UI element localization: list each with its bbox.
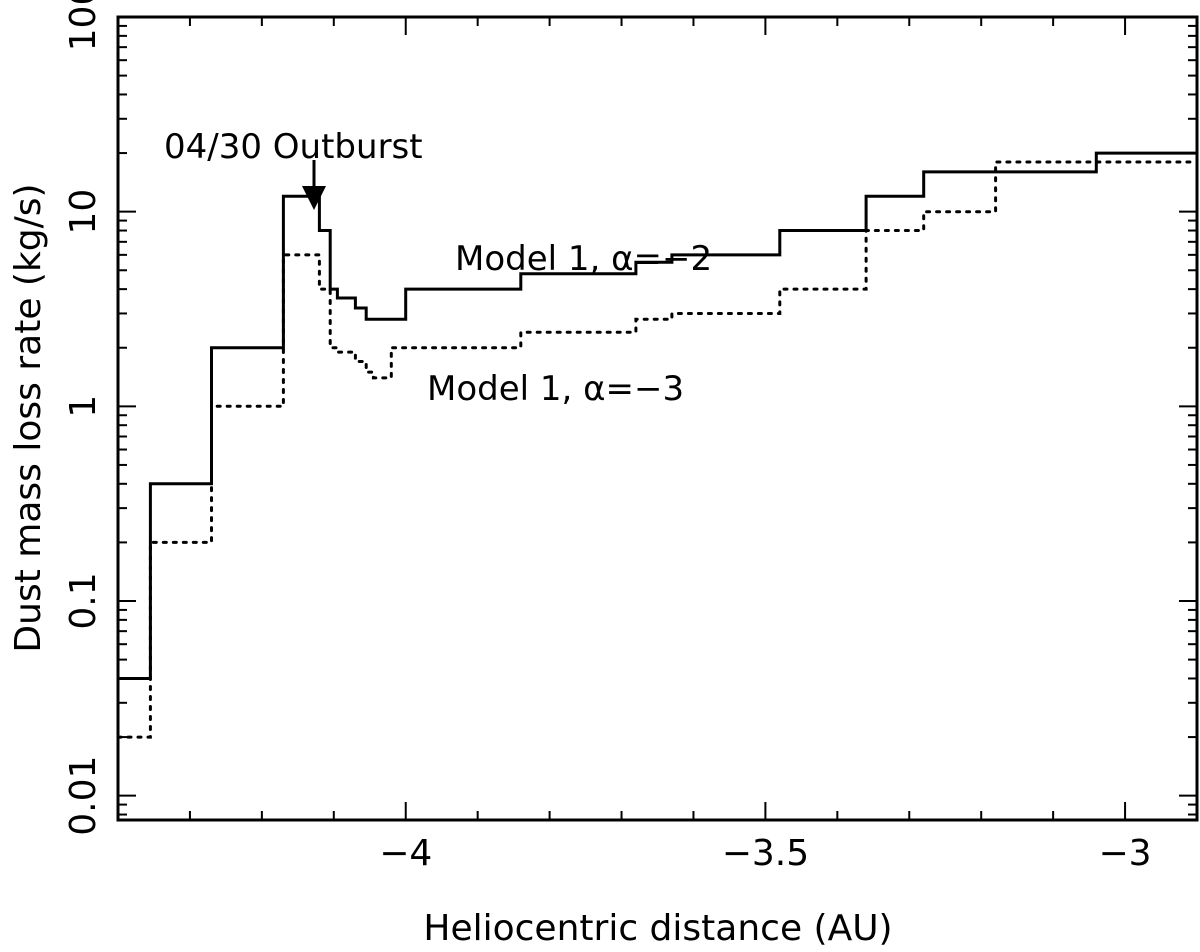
x-tick-label: −4 bbox=[379, 833, 432, 874]
y-axis-title: Dust mass loss rate (kg/s) bbox=[8, 183, 49, 652]
y-tick-label: 100 bbox=[63, 0, 104, 51]
series-label-alpha-2: Model 1, α=−2 bbox=[455, 239, 712, 279]
x-axis-title: Heliocentric distance (AU) bbox=[423, 908, 892, 949]
outburst-arrowhead bbox=[302, 186, 326, 210]
x-tick-label: −3.5 bbox=[722, 833, 809, 874]
y-tick-label: 0.1 bbox=[63, 572, 104, 629]
y-tick-label: 1 bbox=[63, 395, 104, 418]
ticks-layer: −4 −3.5 −3 0.01 0.1 1 10 100 bbox=[63, 0, 1198, 874]
annotation-layer: 04/30 Outburst Model 1, α=−2 Model 1, α=… bbox=[164, 127, 712, 409]
x-tick-label: −3 bbox=[1099, 833, 1152, 874]
plot-frame bbox=[116, 15, 1199, 822]
series-label-alpha-3: Model 1, α=−3 bbox=[427, 369, 684, 409]
y-tick-label: 10 bbox=[63, 189, 104, 235]
outburst-annotation: 04/30 Outburst bbox=[164, 127, 423, 167]
series-alpha-2-line bbox=[118, 151, 1197, 680]
y-tick-label: 0.01 bbox=[63, 756, 104, 836]
series-layer bbox=[116, 151, 1199, 739]
series-alpha-3-line bbox=[116, 160, 1199, 739]
